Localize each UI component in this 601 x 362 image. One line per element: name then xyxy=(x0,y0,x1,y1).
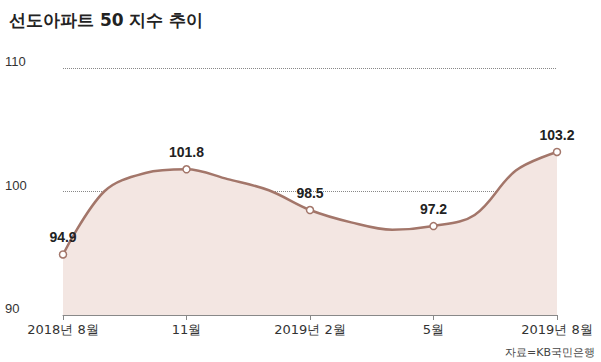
svg-text:94.9: 94.9 xyxy=(49,229,76,245)
svg-text:5월: 5월 xyxy=(423,322,444,337)
svg-text:11월: 11월 xyxy=(172,322,202,337)
svg-text:101.8: 101.8 xyxy=(169,144,204,160)
svg-text:90: 90 xyxy=(5,301,19,316)
svg-text:100: 100 xyxy=(5,178,27,193)
svg-text:97.2: 97.2 xyxy=(420,201,447,217)
svg-text:선도아파트 50 지수 추이: 선도아파트 50 지수 추이 xyxy=(9,10,203,30)
svg-text:2019년 2월: 2019년 2월 xyxy=(274,322,346,337)
svg-text:103.2: 103.2 xyxy=(539,127,574,143)
svg-text:자료=KB국민은행: 자료=KB국민은행 xyxy=(505,346,595,359)
svg-text:98.5: 98.5 xyxy=(296,185,323,201)
svg-text:2018년 8월: 2018년 8월 xyxy=(27,322,99,337)
svg-text:2019년 8월: 2019년 8월 xyxy=(521,322,593,337)
svg-text:110: 110 xyxy=(5,54,26,69)
